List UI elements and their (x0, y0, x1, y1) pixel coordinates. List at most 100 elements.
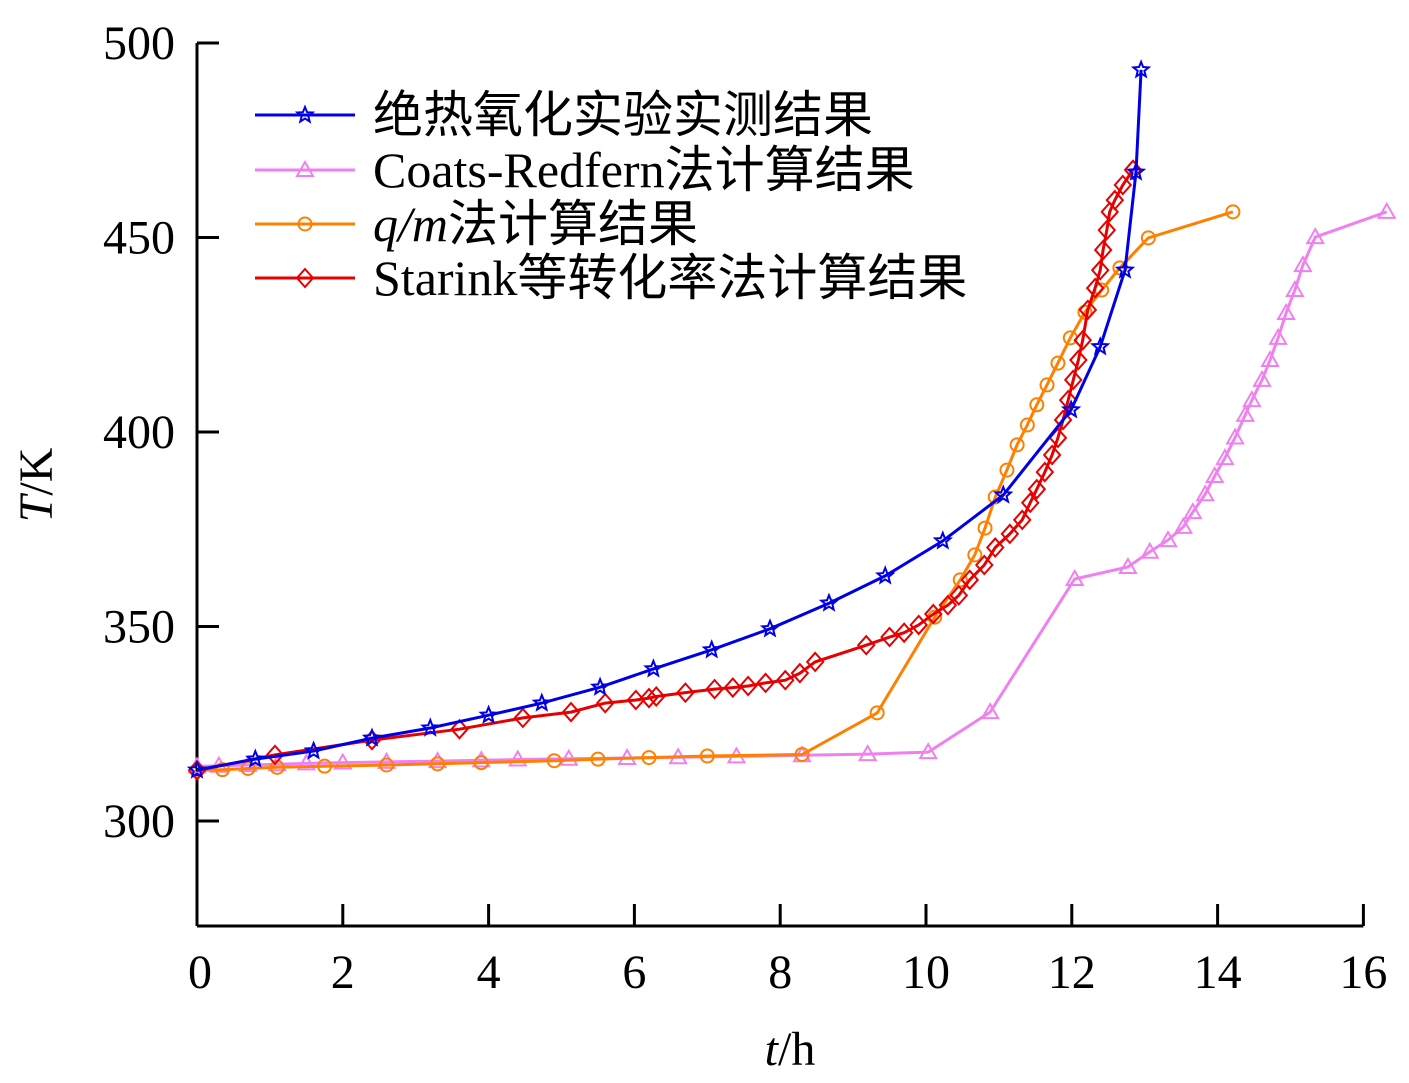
data-point-star (1130, 59, 1152, 79)
series-circle (189, 204, 1241, 778)
data-point-diamond (790, 662, 810, 684)
data-point-diamond (985, 537, 1005, 559)
x-axis-label: t/h (765, 1023, 816, 1076)
data-point-diamond (1097, 219, 1117, 241)
series-line (196, 210, 1388, 768)
legend-item: 绝热氧化实验实测结果 (255, 87, 873, 143)
x-tick-label: 8 (768, 946, 792, 999)
data-point-triangle (1293, 255, 1313, 273)
data-point-star (420, 717, 441, 737)
data-point-triangle (980, 702, 1000, 720)
x-axis-label-unit: /h (778, 1023, 815, 1076)
data-point-diamond (265, 744, 285, 766)
data-point-diamond (856, 634, 876, 656)
data-point-star (759, 618, 781, 638)
legend-item: Starink等转化率法计算结果 (255, 250, 967, 306)
data-point-star (818, 592, 840, 612)
data-point-star (701, 639, 722, 659)
x-tick-label: 2 (331, 946, 355, 999)
data-point-diamond (1093, 239, 1113, 261)
data-point-circle (794, 746, 810, 762)
data-point-circle (215, 762, 231, 778)
y-tick-label: 350 (103, 601, 175, 654)
x-tick-label: 16 (1339, 946, 1387, 999)
data-point-triangle (1225, 427, 1245, 445)
y-tick-label: 450 (103, 212, 175, 265)
data-point-triangle (295, 159, 315, 177)
data-point-circle (699, 748, 715, 764)
data-point-diamond (960, 569, 980, 591)
data-point-circle (1050, 355, 1066, 371)
y-axis-label-unit: /K (10, 447, 63, 495)
data-point-diamond (938, 594, 958, 616)
data-point-triangle (918, 742, 938, 760)
data-point-diamond (1027, 478, 1047, 500)
data-point-circle (473, 755, 489, 771)
data-point-triangle (1305, 227, 1326, 245)
data-point-star (993, 484, 1014, 504)
axes: 300 350 400 450 500 0 2 4 6 8 10 12 14 16 (103, 17, 1387, 999)
x-tick-label: 14 (1194, 946, 1242, 999)
data-point-triangle (333, 752, 353, 770)
data-point-diamond (1058, 389, 1078, 411)
data-point-circle (1029, 397, 1045, 413)
legend-label-text: 绝热氧化实验实测结果 (373, 87, 873, 143)
data-point-diamond (909, 614, 929, 636)
legend-label-text: Starink等转化率法计算结果 (373, 250, 967, 306)
data-point-circle (1039, 377, 1055, 393)
data-point-diamond (1042, 444, 1062, 466)
legend-label-italic: q/m (373, 196, 448, 252)
x-tick-label: 4 (477, 946, 501, 999)
data-point-circle (641, 750, 657, 766)
series-line (196, 69, 1143, 772)
data-point-circle (379, 757, 395, 773)
data-point-diamond (450, 718, 469, 740)
series-group (186, 59, 1397, 781)
data-point-triangle (427, 751, 448, 769)
data-point-star (361, 727, 383, 747)
data-point-triangle (508, 749, 528, 767)
data-point-triangle (1268, 327, 1288, 345)
legend-label-text: 法计算结果 (448, 196, 698, 252)
data-point-star (1060, 399, 1082, 419)
y-tick-label: 300 (103, 795, 175, 848)
data-point-triangle (1195, 484, 1215, 502)
data-point-triangle (559, 748, 579, 766)
data-point-diamond (705, 678, 724, 700)
data-point-diamond (1090, 259, 1110, 281)
data-point-circle (977, 520, 993, 536)
data-point-circle (1140, 230, 1156, 246)
data-point-star (1114, 259, 1136, 279)
data-point-diamond (595, 692, 615, 714)
data-point-diamond (949, 584, 969, 606)
data-point-diamond (513, 707, 533, 729)
data-point-star (186, 759, 208, 779)
legend-label: 绝热氧化实验实测结果 (373, 87, 873, 143)
data-point-diamond (1020, 492, 1040, 514)
data-point-diamond (1035, 461, 1055, 483)
data-point-star (932, 530, 953, 550)
data-point-diamond (775, 669, 795, 691)
data-point-diamond (723, 677, 743, 699)
data-point-star (643, 658, 664, 678)
data-point-diamond (1085, 277, 1105, 299)
data-point-circle (297, 216, 313, 232)
x-tick-label: 12 (1048, 946, 1096, 999)
data-point-diamond (646, 686, 666, 708)
data-point-diamond (1000, 523, 1020, 545)
data-point-circle (967, 547, 983, 563)
data-point-diamond (738, 675, 758, 697)
data-point-circle (590, 751, 606, 767)
data-point-diamond (676, 682, 695, 704)
legend-item: Coats-Redfern法计算结果 (255, 142, 915, 198)
data-point-circle (317, 758, 333, 774)
data-point-circle (546, 753, 562, 769)
data-point-star (1090, 336, 1111, 356)
data-point-diamond (880, 626, 899, 648)
data-point-circle (999, 462, 1015, 478)
data-point-triangle (1285, 279, 1305, 298)
data-point-triangle (857, 744, 878, 762)
data-point-diamond (974, 554, 994, 576)
data-point-diamond (1069, 349, 1088, 371)
